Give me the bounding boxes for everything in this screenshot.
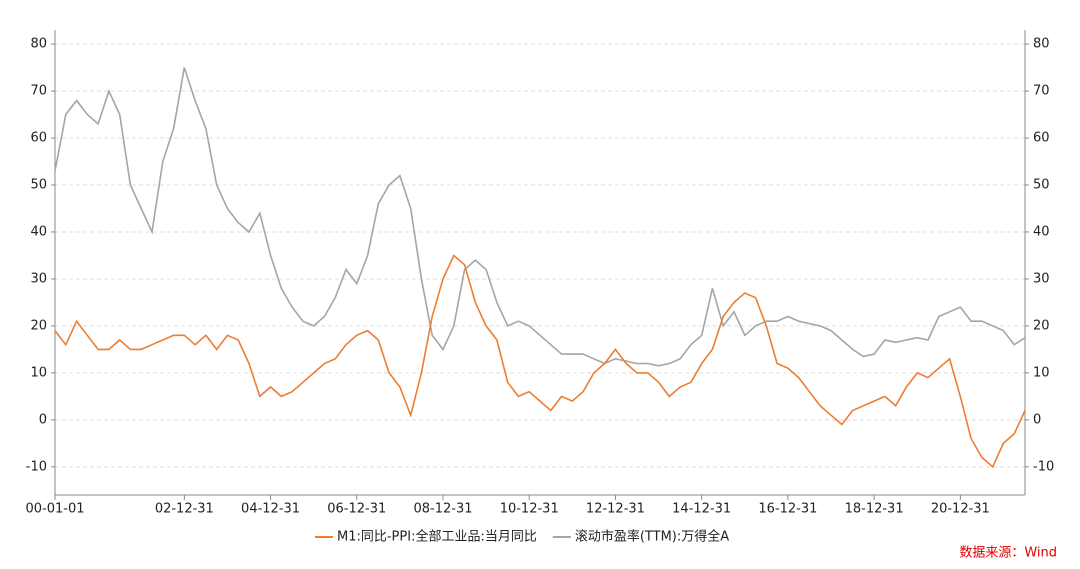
y-tick-label: 80 xyxy=(30,37,47,52)
y-tick-label: 30 xyxy=(30,271,47,286)
legend-label: 滚动市盈率(TTM):万得全A xyxy=(575,529,729,545)
series-line xyxy=(54,67,1026,367)
legend-label: M1:同比-PPI:全部工业品:当月同比 xyxy=(337,529,537,545)
x-tick-label: 06-12-31 xyxy=(327,502,386,517)
series-line xyxy=(54,254,1026,469)
y-tick-label: -10 xyxy=(26,459,47,474)
x-tick-label: 18-12-31 xyxy=(845,502,904,517)
y2-tick-label: 0 xyxy=(1033,412,1041,427)
y2-tick-label: 70 xyxy=(1033,84,1050,99)
y-tick-label: 40 xyxy=(30,224,47,239)
y2-tick-label: -10 xyxy=(1033,459,1054,474)
x-tick-label: 20-12-31 xyxy=(931,502,990,517)
y2-tick-label: 40 xyxy=(1033,224,1050,239)
y-tick-label: 10 xyxy=(30,365,47,380)
y2-tick-label: 20 xyxy=(1033,318,1050,333)
y2-tick-label: 10 xyxy=(1033,365,1050,380)
y-tick-label: 70 xyxy=(30,84,47,99)
x-tick-label: 14-12-31 xyxy=(672,502,731,517)
y-tick-label: 50 xyxy=(30,178,47,193)
y-tick-label: 20 xyxy=(30,318,47,333)
y-tick-label: 0 xyxy=(39,412,47,427)
y-tick-label: 60 xyxy=(30,131,47,146)
y2-tick-label: 60 xyxy=(1033,131,1050,146)
x-tick-label: 08-12-31 xyxy=(413,502,472,517)
x-tick-label: 10-12-31 xyxy=(500,502,559,517)
y2-tick-label: 30 xyxy=(1033,271,1050,286)
x-tick-label: 04-12-31 xyxy=(241,502,300,517)
x-tick-label: 16-12-31 xyxy=(758,502,817,517)
y2-tick-label: 50 xyxy=(1033,178,1050,193)
y2-tick-label: 80 xyxy=(1033,37,1050,52)
x-tick-label: 00-01-01 xyxy=(25,502,84,517)
x-tick-label: 02-12-31 xyxy=(155,502,214,517)
x-tick-label: 12-12-31 xyxy=(586,502,645,517)
source-note: 数据来源：Wind xyxy=(959,546,1057,561)
